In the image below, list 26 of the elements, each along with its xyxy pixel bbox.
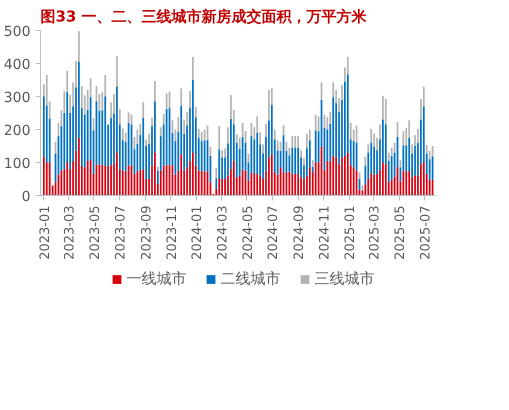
- legend-label: 二线城市: [220, 270, 280, 288]
- x-tick-label: 2023-01: [38, 205, 53, 260]
- x-tick-label: 2025-05: [393, 205, 408, 260]
- x-tick-label: 2025-03: [368, 205, 383, 260]
- x-tick-label: 2024-03: [215, 205, 230, 260]
- y-tick-label: 0: [22, 189, 31, 205]
- x-tick-label: 2023-05: [88, 205, 103, 260]
- x-tick-label: 2024-09: [292, 205, 308, 260]
- x-tick-label: 2023-03: [62, 205, 78, 260]
- y-tick-label: 200: [4, 123, 31, 139]
- x-tick-label: 2024-11: [318, 205, 333, 260]
- y-tick-label: 300: [4, 90, 31, 106]
- y-tick-label: 100: [4, 156, 31, 172]
- x-tick-label: 2025-07: [418, 205, 434, 260]
- legend-label: 三线城市: [314, 270, 374, 288]
- x-tick-label: 2025-01: [343, 205, 358, 260]
- y-tick-label: 500: [4, 24, 31, 40]
- x-tick-label: 2024-01: [190, 205, 206, 260]
- x-tick-label: 2024-07: [266, 205, 282, 260]
- chart-title: 图33 一、二、三线城市新房成交面积，万平方米: [40, 8, 368, 26]
- y-tick-label: 400: [4, 57, 31, 73]
- x-tick-label: 2023-07: [113, 205, 128, 260]
- legend-label: 一线城市: [126, 270, 186, 288]
- x-tick-label: 2023-09: [139, 205, 154, 260]
- x-tick-label: 2023-11: [164, 205, 180, 260]
- x-tick-label: 2024-05: [240, 205, 256, 260]
